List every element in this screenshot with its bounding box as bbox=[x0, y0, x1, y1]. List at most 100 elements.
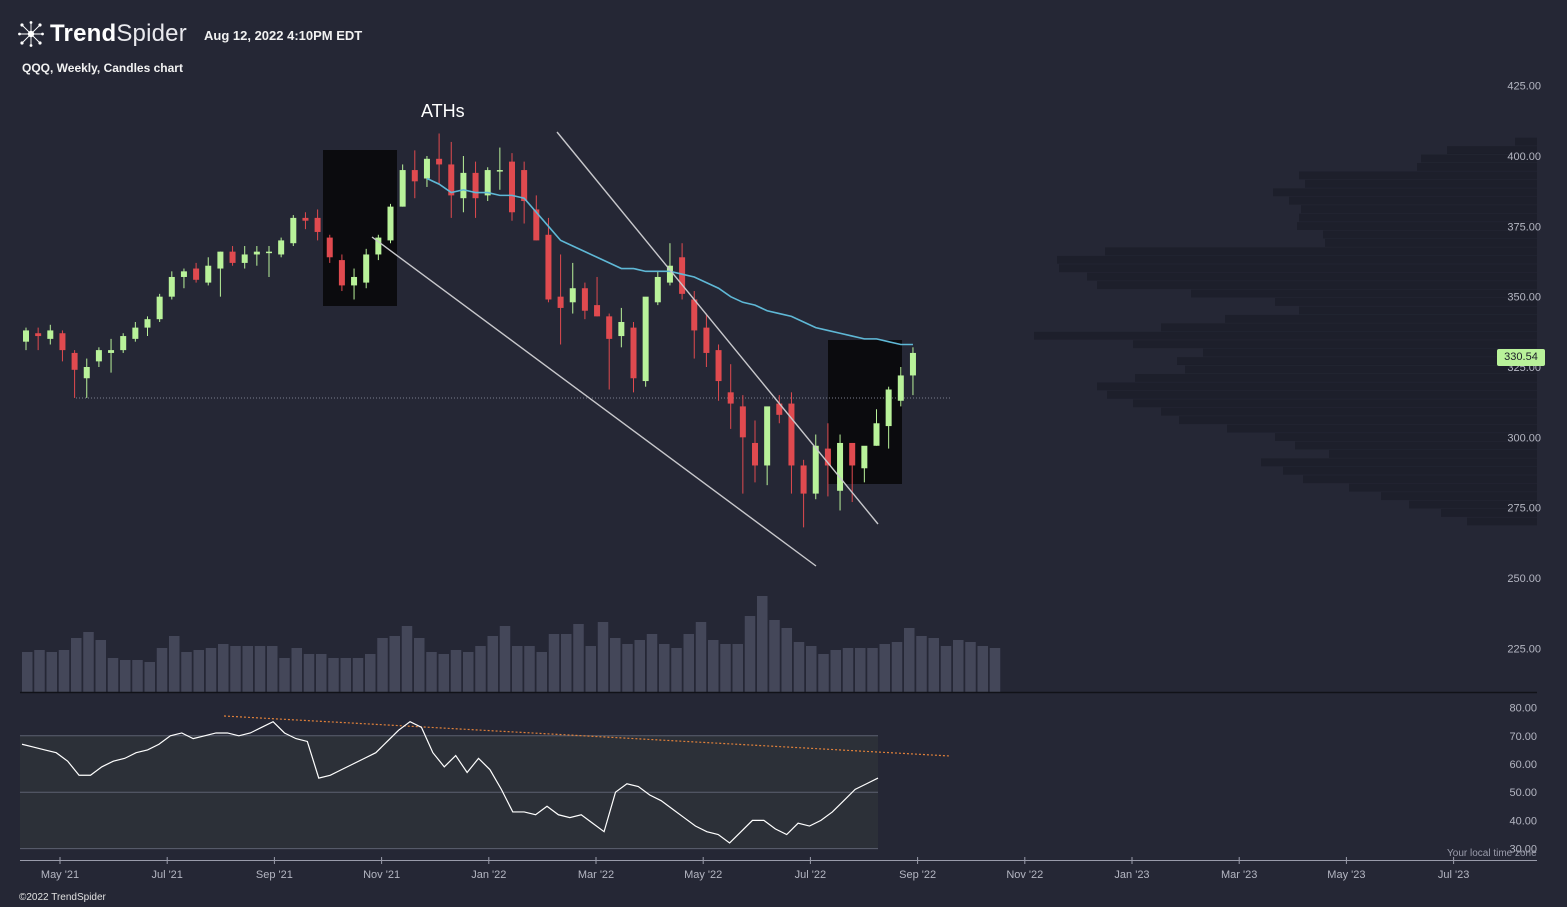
volume-bar bbox=[414, 638, 425, 692]
volume-bar bbox=[303, 654, 315, 692]
candle-up bbox=[897, 375, 904, 401]
time-axis-tick-label: May '21 bbox=[41, 869, 79, 881]
volume-bar bbox=[328, 658, 339, 692]
volume-bar bbox=[548, 634, 560, 692]
volume-profile-bar bbox=[1034, 331, 1537, 340]
candle-up bbox=[642, 296, 649, 382]
volume-profile-bar bbox=[1295, 441, 1537, 450]
candle-down bbox=[594, 305, 601, 317]
price-axis-tick-label: 275.00 bbox=[1507, 503, 1541, 515]
volume-profile-bar bbox=[1107, 390, 1537, 399]
volume-profile-bar bbox=[1057, 255, 1537, 264]
trendspider-logo: TrendSpider bbox=[18, 20, 187, 48]
volume-profile-bar bbox=[1421, 154, 1537, 163]
volume-profile-bar bbox=[1273, 188, 1537, 197]
volume-bar bbox=[512, 646, 523, 692]
volume-bar bbox=[169, 636, 180, 692]
candle-up bbox=[156, 296, 163, 320]
candle-up bbox=[569, 288, 576, 303]
candle-down bbox=[411, 170, 418, 182]
volume-profile-bar bbox=[1467, 517, 1537, 526]
candle-up bbox=[144, 319, 151, 328]
volume-profile-bar bbox=[1161, 323, 1537, 332]
candle-down bbox=[193, 268, 200, 280]
candle-up bbox=[120, 336, 127, 351]
candle-up bbox=[654, 276, 661, 303]
rsi-axis-tick-label: 30.00 bbox=[1509, 844, 1537, 856]
candle-down bbox=[557, 296, 564, 308]
volume-profile-bar bbox=[1329, 449, 1537, 458]
candle-up bbox=[47, 330, 54, 339]
volume-bar bbox=[230, 646, 241, 692]
candle-down bbox=[800, 465, 807, 494]
volume-bar bbox=[683, 634, 694, 692]
volume-profile-bar bbox=[1275, 433, 1537, 441]
volume-bar bbox=[610, 638, 621, 692]
time-axis-tick-label: Sep '22 bbox=[899, 869, 936, 881]
price-axis-tick-label: 350.00 bbox=[1507, 292, 1541, 304]
volume-profile-bar bbox=[1447, 146, 1537, 154]
volume-bar bbox=[316, 654, 327, 692]
volume-bar bbox=[879, 644, 890, 692]
volume-bar bbox=[855, 648, 866, 692]
volume-bar bbox=[585, 646, 596, 692]
volume-bar bbox=[965, 642, 976, 692]
volume-bar bbox=[365, 654, 376, 692]
candle-down bbox=[581, 288, 588, 311]
volume-bar bbox=[830, 650, 841, 692]
candle-up bbox=[837, 442, 844, 491]
highlight-box-oct21 bbox=[323, 150, 397, 306]
brand-name: TrendSpider bbox=[50, 20, 187, 47]
chart-timestamp: Aug 12, 2022 4:10PM EDT bbox=[204, 28, 363, 43]
candle-down bbox=[326, 237, 333, 258]
candle-up bbox=[132, 327, 139, 339]
volume-profile-bar bbox=[1097, 382, 1537, 391]
candle-up bbox=[290, 217, 297, 244]
volume-profile-bar bbox=[1203, 348, 1537, 357]
volume-profile-bar bbox=[1059, 264, 1537, 273]
candle-up bbox=[387, 206, 394, 241]
price-axis-tick-label: 225.00 bbox=[1507, 643, 1541, 655]
volume-bar bbox=[818, 654, 829, 692]
candle-down bbox=[521, 170, 528, 202]
volume-bar bbox=[242, 646, 253, 692]
candle-up bbox=[83, 367, 90, 379]
candle-up bbox=[375, 237, 382, 255]
volume-profile-bar bbox=[1185, 365, 1537, 374]
candle-up bbox=[108, 350, 115, 353]
candle-up bbox=[909, 352, 916, 376]
candle-up bbox=[496, 170, 503, 172]
candle-down bbox=[824, 448, 831, 466]
time-axis-tick-label: Jan '23 bbox=[1114, 869, 1149, 881]
candle-up bbox=[423, 158, 430, 179]
volume-profile-bar bbox=[1105, 247, 1537, 256]
volume-bar bbox=[634, 640, 645, 692]
volume-bar bbox=[597, 622, 609, 692]
candle-up bbox=[399, 170, 406, 207]
volume-bar bbox=[757, 596, 768, 692]
volume-profile-bar bbox=[1133, 340, 1537, 349]
candle-up bbox=[618, 321, 625, 337]
volume-bar bbox=[842, 648, 854, 692]
volume-bar bbox=[989, 648, 1001, 692]
rsi-axis-tick-label: 50.00 bbox=[1509, 787, 1537, 799]
volume-bar bbox=[867, 648, 878, 692]
lower-wedge-trendline bbox=[371, 236, 817, 567]
time-axis-tick-label: Mar '22 bbox=[578, 869, 614, 881]
volume-bar bbox=[977, 646, 988, 692]
candle-up bbox=[764, 406, 771, 466]
volume-bar bbox=[940, 646, 952, 692]
aths-annotation: ATHs bbox=[421, 101, 465, 121]
time-axis-tick-label: Jul '22 bbox=[795, 869, 826, 881]
volume-profile-bar bbox=[1299, 171, 1537, 180]
volume-profile-bar bbox=[1515, 137, 1537, 146]
volume-bar bbox=[22, 652, 33, 692]
candle-up bbox=[812, 445, 819, 494]
volume-bar bbox=[401, 626, 413, 692]
candle-up bbox=[241, 254, 248, 263]
candle-up bbox=[266, 251, 272, 254]
rsi-axis-tick-label: 80.00 bbox=[1509, 703, 1537, 715]
volume-bar bbox=[769, 620, 780, 692]
price-axis-tick-label: 300.00 bbox=[1507, 432, 1541, 444]
